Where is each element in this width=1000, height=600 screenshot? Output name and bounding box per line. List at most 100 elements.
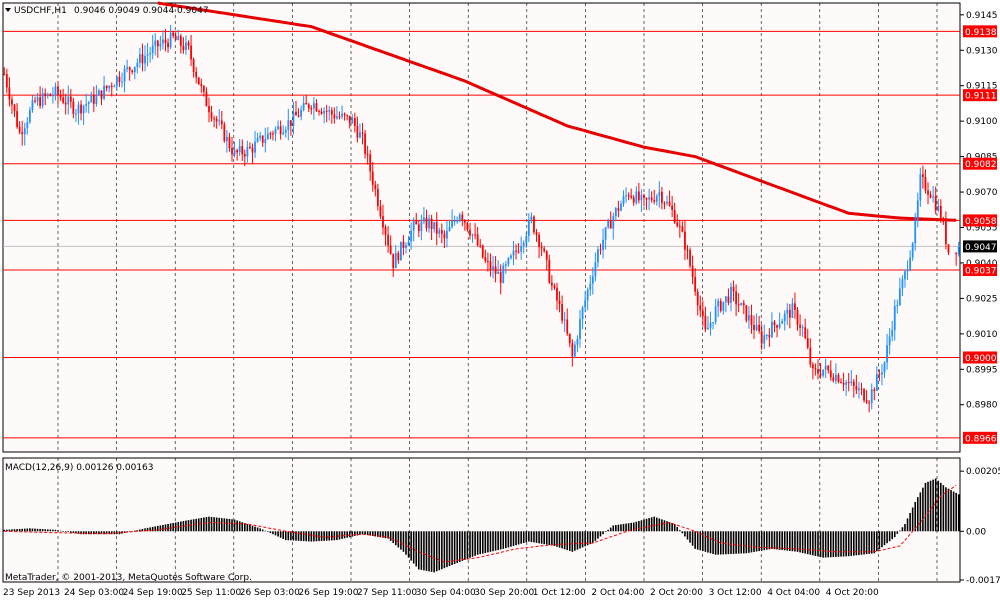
ohlc-readout: 0.9046 0.9049 0.9044 0.9047 — [74, 6, 209, 16]
candle-body — [346, 115, 349, 117]
price-plot-area[interactable] — [2, 2, 961, 453]
macd-bar — [131, 531, 134, 532]
candle-body — [822, 369, 825, 376]
macd-bar — [899, 530, 901, 532]
candle-body — [458, 214, 461, 221]
candle-body — [755, 324, 758, 331]
candle-body — [343, 113, 346, 116]
candle-body — [172, 32, 175, 36]
candle-body — [126, 67, 129, 70]
macd-bar — [530, 531, 533, 542]
macd-bar — [817, 531, 819, 557]
candle-body — [456, 220, 459, 222]
macd-bar — [497, 531, 499, 551]
macd-bar — [937, 480, 940, 532]
macd-bar — [758, 531, 760, 552]
candle-body — [241, 146, 244, 155]
macd-bar — [70, 531, 72, 533]
candle-body — [750, 315, 753, 325]
macd-bar — [418, 531, 420, 570]
macd-bar — [49, 529, 52, 532]
macd-bar — [144, 528, 146, 532]
candle-body — [162, 39, 164, 44]
candle-body — [361, 132, 364, 134]
macd-bar — [259, 528, 261, 532]
macd-bar — [233, 519, 236, 532]
candle-body — [540, 246, 543, 249]
candle-body — [811, 364, 814, 369]
macd-bar — [502, 531, 505, 549]
candle-body — [563, 319, 566, 321]
macd-bar — [458, 531, 461, 562]
macd-bar — [709, 531, 712, 554]
macd-bar — [645, 518, 648, 532]
candle-body — [515, 250, 517, 252]
candle-body — [840, 381, 842, 383]
candle-body — [760, 331, 763, 344]
macd-tick-label: -0.00173 — [966, 576, 1000, 586]
macd-bar — [696, 531, 699, 550]
macd-bar — [3, 529, 6, 532]
candle-body — [847, 382, 850, 384]
candle-body — [54, 86, 57, 96]
macd-bar — [397, 531, 400, 548]
candle-body — [469, 229, 471, 236]
macd-bar — [489, 531, 492, 552]
macd-bar — [320, 531, 323, 541]
macd-bar — [41, 529, 44, 532]
candle-body — [192, 59, 195, 72]
macd-bar — [366, 531, 369, 536]
candle-body — [507, 258, 510, 265]
candle-body — [504, 264, 507, 266]
macd-bar — [625, 523, 627, 532]
candle-body — [300, 109, 303, 117]
candle-body — [737, 304, 740, 306]
macd-bar — [343, 531, 346, 539]
candle-body — [676, 222, 679, 227]
macd-bar — [893, 531, 896, 538]
candle-body — [804, 327, 807, 339]
candle-body — [318, 111, 320, 113]
macd-bar — [952, 491, 955, 532]
macd-bar — [791, 531, 794, 552]
candle-body — [568, 333, 571, 344]
macd-bar — [182, 521, 185, 532]
candle-body — [136, 62, 139, 67]
menu-triangle-icon[interactable] — [5, 8, 11, 12]
macd-bar — [172, 522, 174, 532]
candle-body — [666, 201, 668, 204]
candle-body — [740, 302, 743, 306]
price-level-label: 0.9138 — [965, 28, 997, 38]
candle-body — [717, 300, 720, 307]
candle-body — [497, 271, 500, 274]
macd-bar — [556, 531, 558, 547]
macd-bar — [520, 531, 522, 544]
macd-bar — [474, 531, 476, 556]
candle-body — [315, 103, 318, 112]
candle-body — [681, 226, 684, 232]
price-tick-label: 0.9130 — [966, 46, 998, 56]
candle-body — [712, 322, 714, 324]
macd-bar — [655, 517, 658, 532]
candle-body — [320, 111, 323, 114]
macd-bar — [471, 531, 474, 557]
candle-body — [939, 205, 942, 220]
candle-body — [837, 374, 840, 382]
candle-body — [694, 277, 697, 292]
moving-average-line — [157, 1, 957, 222]
candle-body — [69, 96, 72, 102]
candle-body — [781, 320, 784, 324]
candle-body — [231, 147, 233, 155]
candle-body — [722, 301, 725, 311]
candle-body — [589, 283, 592, 290]
candle-body — [704, 315, 707, 330]
candle-body — [310, 108, 313, 110]
macd-plot-area[interactable] — [2, 457, 961, 583]
macd-bar — [420, 531, 423, 570]
candle-body — [279, 126, 282, 135]
price-tick-label: 0.9040 — [966, 259, 998, 269]
macd-bar — [732, 531, 735, 554]
macd-bar — [336, 531, 338, 541]
candle-body — [553, 285, 556, 288]
